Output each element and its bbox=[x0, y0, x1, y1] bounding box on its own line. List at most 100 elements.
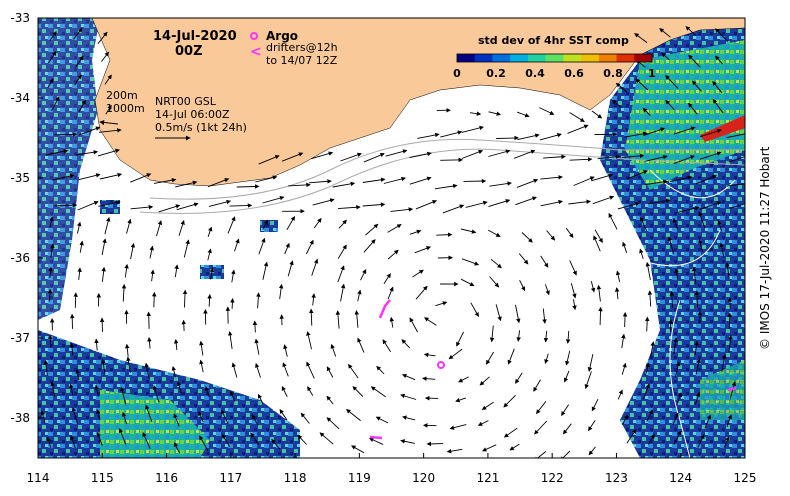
current-vector bbox=[592, 399, 598, 411]
current-vector bbox=[102, 268, 104, 282]
drifter-legend-label: drifters@12h bbox=[266, 41, 338, 54]
x-tick-label: 114 bbox=[27, 471, 50, 485]
current-vector bbox=[105, 218, 109, 234]
current-vector bbox=[356, 311, 358, 328]
current-vector bbox=[177, 204, 198, 210]
current-vector bbox=[491, 259, 501, 268]
current-vector bbox=[410, 318, 418, 332]
current-vector bbox=[96, 339, 97, 350]
current-vector bbox=[131, 207, 153, 209]
current-vector bbox=[79, 174, 100, 179]
current-vector bbox=[545, 284, 549, 294]
current-vector bbox=[480, 377, 490, 385]
current-vector bbox=[237, 186, 259, 187]
y-tick-label: -37 bbox=[10, 331, 30, 345]
speed-scale-label: 0.5m/s (1kt 24h) bbox=[155, 121, 247, 134]
current-vector bbox=[571, 283, 575, 297]
current-vector bbox=[258, 293, 259, 308]
current-vector bbox=[55, 134, 77, 135]
x-tick-label: 124 bbox=[669, 471, 692, 485]
current-vector bbox=[288, 261, 292, 276]
current-vector bbox=[462, 259, 478, 265]
current-vector bbox=[384, 274, 390, 284]
current-vector bbox=[625, 313, 626, 327]
current-vector bbox=[416, 201, 436, 209]
current-vector bbox=[574, 299, 576, 309]
current-vector bbox=[483, 445, 497, 451]
current-vector bbox=[535, 421, 547, 434]
current-vector bbox=[201, 360, 204, 372]
colorbar-cell bbox=[617, 54, 635, 62]
current-vector bbox=[125, 265, 127, 278]
argo-floats bbox=[438, 362, 444, 368]
x-tick-label: 121 bbox=[476, 471, 499, 485]
current-vector bbox=[184, 240, 188, 257]
current-vector bbox=[314, 219, 321, 229]
current-vector bbox=[184, 290, 185, 307]
current-vector bbox=[285, 244, 289, 254]
current-vector bbox=[313, 199, 334, 205]
current-vector bbox=[423, 378, 435, 379]
drifter-track bbox=[370, 437, 382, 438]
current-vector bbox=[363, 179, 385, 182]
current-vector bbox=[403, 375, 415, 380]
current-vector bbox=[410, 178, 431, 185]
current-vector bbox=[589, 420, 596, 430]
current-vector bbox=[517, 180, 538, 188]
current-vector bbox=[127, 220, 131, 234]
drifter-legend-sublabel: to 14/07 12Z bbox=[266, 54, 338, 67]
current-vector bbox=[519, 254, 528, 264]
x-tick-label: 115 bbox=[91, 471, 114, 485]
current-vector bbox=[285, 345, 288, 357]
current-vector bbox=[388, 287, 393, 299]
current-vector bbox=[154, 293, 155, 308]
current-vector bbox=[388, 250, 398, 259]
colorbar-title: std dev of 4hr SST comp bbox=[478, 34, 629, 47]
map-time: 00Z bbox=[175, 44, 203, 59]
x-tick-label: 116 bbox=[155, 471, 178, 485]
colorbar-cell bbox=[510, 54, 528, 62]
current-vector bbox=[259, 239, 265, 255]
current-vector bbox=[450, 425, 466, 429]
current-vector bbox=[280, 285, 282, 300]
current-vector bbox=[341, 284, 344, 301]
current-vector bbox=[184, 321, 185, 332]
current-vector bbox=[617, 288, 618, 299]
current-vector bbox=[233, 363, 237, 377]
current-vector bbox=[301, 413, 309, 423]
current-vector bbox=[505, 428, 518, 437]
current-vector bbox=[537, 401, 546, 413]
current-vector bbox=[416, 286, 427, 299]
current-vector bbox=[98, 294, 99, 307]
current-vector bbox=[574, 177, 594, 186]
x-tick-label: 123 bbox=[605, 471, 628, 485]
current-vector bbox=[471, 303, 479, 317]
x-tick-label: 122 bbox=[541, 471, 564, 485]
current-vector bbox=[77, 222, 80, 233]
colorbar-gradient bbox=[457, 54, 653, 62]
current-vector bbox=[461, 229, 476, 232]
current-vector bbox=[101, 52, 108, 61]
current-vector bbox=[232, 299, 233, 309]
current-vector bbox=[589, 447, 595, 455]
current-vector bbox=[518, 330, 519, 341]
contour-200-label: 200m bbox=[106, 89, 138, 102]
current-vector bbox=[448, 449, 463, 452]
current-vector bbox=[490, 277, 499, 287]
current-vector bbox=[488, 230, 500, 236]
current-vector bbox=[534, 451, 546, 460]
current-vector bbox=[327, 367, 333, 378]
current-vector bbox=[594, 236, 601, 251]
current-vector bbox=[353, 387, 363, 397]
current-vector bbox=[504, 395, 516, 407]
y-tick-label: -35 bbox=[10, 171, 30, 185]
current-vector bbox=[462, 127, 483, 132]
current-vector bbox=[376, 417, 388, 423]
current-vector bbox=[570, 159, 592, 160]
current-vector bbox=[547, 231, 555, 241]
current-vector bbox=[312, 260, 318, 276]
current-vector bbox=[546, 331, 547, 342]
current-vector bbox=[623, 242, 627, 252]
current-vector bbox=[622, 364, 625, 375]
